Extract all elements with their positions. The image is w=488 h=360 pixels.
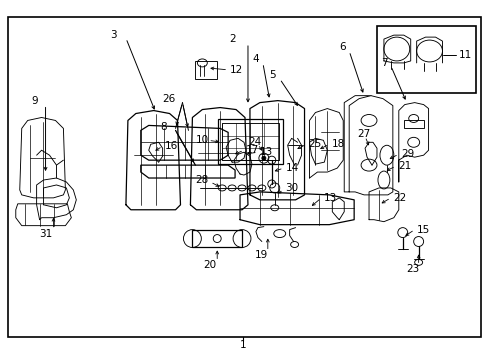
Bar: [8, 17, 480, 337]
Text: 22: 22: [392, 193, 405, 203]
Text: 16: 16: [164, 141, 178, 151]
Text: 8: 8: [161, 122, 167, 132]
Text: 25: 25: [308, 139, 321, 149]
Text: 21: 21: [397, 161, 410, 171]
Text: 28: 28: [195, 175, 208, 185]
Text: 4: 4: [252, 54, 259, 64]
Text: 15: 15: [416, 225, 429, 235]
Text: 31: 31: [39, 229, 52, 239]
Ellipse shape: [262, 156, 265, 160]
Text: 29: 29: [400, 149, 413, 159]
Bar: [218, 120, 282, 164]
Text: 9: 9: [32, 96, 38, 105]
Bar: [376, 26, 475, 93]
Text: 24: 24: [247, 137, 261, 147]
Text: 10: 10: [195, 135, 208, 145]
Text: 13: 13: [259, 147, 273, 157]
Text: 6: 6: [338, 42, 345, 52]
Text: 5: 5: [269, 70, 276, 80]
Text: 7: 7: [381, 58, 387, 68]
Text: 19: 19: [255, 251, 268, 260]
Text: 26: 26: [163, 94, 176, 104]
Bar: [195, 61, 217, 79]
Text: 3: 3: [109, 30, 116, 40]
Text: 20: 20: [203, 260, 216, 270]
Text: 1: 1: [239, 340, 246, 350]
Text: 23: 23: [405, 264, 418, 274]
Text: 27: 27: [356, 129, 369, 139]
Text: 12: 12: [230, 65, 243, 75]
Text: 13: 13: [323, 193, 336, 203]
Text: 18: 18: [331, 139, 344, 149]
Text: 30: 30: [284, 183, 297, 193]
Text: 17: 17: [245, 145, 259, 155]
Text: 14: 14: [285, 163, 298, 173]
Text: 2: 2: [228, 34, 235, 44]
Bar: [403, 121, 423, 129]
Bar: [222, 123, 278, 160]
Bar: [192, 230, 242, 247]
Text: 11: 11: [457, 50, 470, 60]
